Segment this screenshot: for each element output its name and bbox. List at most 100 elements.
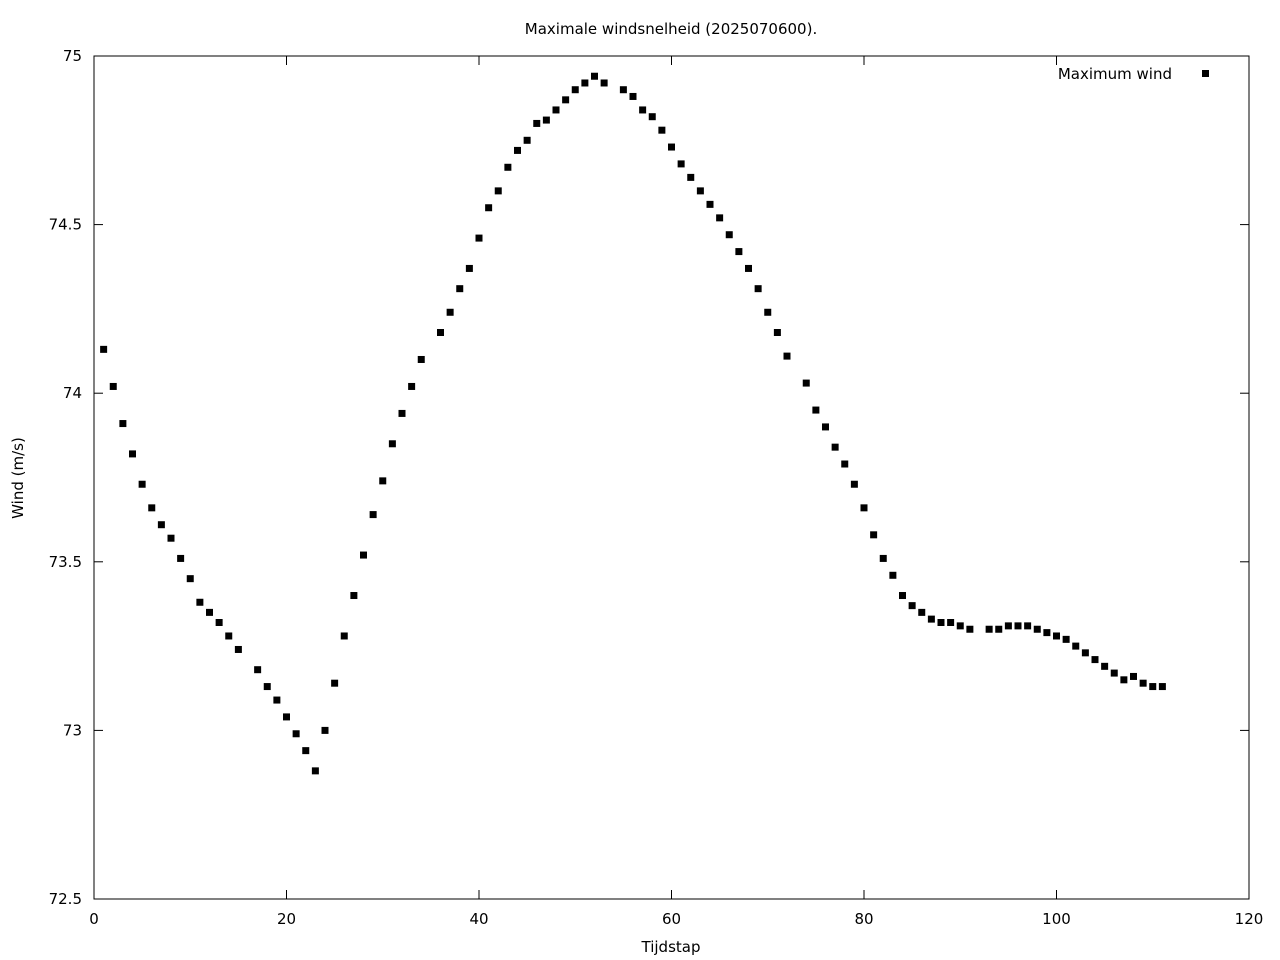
data-point (899, 592, 906, 600)
points-layer (100, 72, 1166, 775)
data-point (340, 632, 348, 640)
data-point (398, 409, 406, 417)
data-point (850, 480, 858, 488)
data-point (658, 126, 666, 134)
data-point (619, 86, 627, 94)
data-point (629, 92, 637, 100)
data-point (1120, 676, 1128, 684)
data-point (581, 79, 589, 87)
data-point (995, 625, 1003, 633)
data-point (966, 625, 974, 633)
data-point (831, 443, 839, 451)
data-point (937, 619, 945, 626)
data-point (1139, 679, 1147, 687)
data-point (716, 214, 724, 222)
data-point (1091, 656, 1099, 664)
data-point (927, 615, 935, 623)
data-point (311, 767, 319, 775)
data-point (109, 382, 117, 390)
data-point (783, 352, 791, 360)
data-point (273, 696, 281, 704)
data-point (100, 345, 108, 353)
x-tick-label: 60 (662, 910, 681, 928)
data-point (138, 480, 146, 488)
data-point (1072, 642, 1080, 650)
data-point (1101, 662, 1109, 670)
data-point (119, 420, 127, 428)
data-point (360, 551, 367, 559)
data-point (639, 106, 647, 114)
data-point (1014, 622, 1022, 630)
data-point (263, 683, 271, 691)
y-tick-label: 74.5 (49, 216, 82, 234)
ticks-layer: 0 20 40 60 80 100 120 72.5 73 73.5 74 74.5 75 (49, 47, 1264, 928)
data-point (745, 264, 752, 272)
data-point (802, 379, 810, 387)
data-point (148, 504, 156, 512)
y-tick-label: 75 (63, 47, 82, 65)
data-point (696, 187, 704, 195)
x-axis-label: Tijdstap (641, 938, 701, 956)
y-tick-label: 73 (63, 721, 82, 739)
data-point (687, 173, 695, 181)
data-point (648, 113, 656, 121)
data-point (1158, 683, 1166, 691)
data-point (1043, 629, 1051, 637)
data-point (1004, 622, 1012, 630)
data-point (562, 96, 570, 104)
data-point (523, 136, 531, 144)
data-point (542, 116, 550, 124)
data-point (504, 163, 512, 171)
data-point (841, 460, 849, 468)
data-point (956, 622, 964, 630)
data-point (754, 285, 762, 293)
data-point (417, 355, 425, 363)
data-point (215, 619, 223, 626)
y-tick-label: 73.5 (49, 553, 82, 571)
data-point (1110, 669, 1118, 677)
x-tick-label: 80 (854, 910, 873, 928)
data-point (668, 143, 675, 151)
data-point (860, 504, 868, 512)
data-point (1149, 683, 1157, 691)
data-point (533, 119, 541, 127)
y-tick-label: 72.5 (49, 890, 82, 908)
data-point (225, 632, 233, 640)
data-point (985, 625, 993, 633)
legend: Maximum wind (1058, 65, 1209, 83)
data-point (822, 423, 829, 431)
data-point (1033, 625, 1041, 633)
data-point (234, 645, 242, 653)
data-point (350, 592, 358, 600)
data-point (196, 598, 204, 606)
data-point (571, 86, 579, 94)
data-point (177, 554, 185, 562)
data-point (1024, 622, 1032, 630)
data-point (408, 382, 416, 390)
x-tick-label: 20 (277, 910, 296, 928)
data-point (456, 285, 464, 293)
data-point (437, 329, 444, 336)
data-point (157, 521, 165, 529)
legend-label: Maximum wind (1058, 65, 1172, 83)
data-point (870, 531, 878, 539)
data-point (1081, 649, 1089, 657)
data-point (1053, 632, 1060, 640)
data-point (302, 747, 310, 755)
data-point (706, 200, 714, 208)
data-point (552, 106, 560, 114)
data-point (167, 534, 175, 542)
plot-frame (93, 55, 1250, 900)
data-point (206, 608, 213, 616)
data-point (812, 406, 820, 414)
data-point (129, 450, 136, 458)
data-point (446, 308, 454, 316)
data-point (600, 79, 608, 87)
data-point (677, 160, 685, 168)
x-tick-label: 40 (469, 910, 488, 928)
data-point (388, 440, 396, 448)
data-point (918, 608, 926, 616)
data-point (465, 264, 473, 272)
y-axis-label: Wind (m/s) (9, 437, 27, 519)
